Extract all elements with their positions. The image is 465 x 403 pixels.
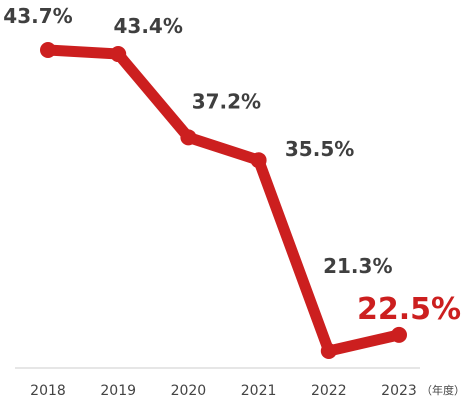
x-tick-label-2022: 2022 — [311, 383, 347, 399]
data-point-2021 — [250, 152, 267, 169]
x-tick-label-2018: 2018 — [30, 383, 66, 399]
x-unit-label: （年度） — [421, 383, 465, 397]
data-label-2022: 21.3% — [323, 254, 392, 278]
data-point-2022 — [320, 343, 337, 359]
x-tick-label-2023: 2023 — [381, 383, 417, 399]
data-point-2020 — [180, 129, 197, 146]
x-tick-label-2020: 2020 — [171, 383, 207, 399]
data-point-2018 — [40, 42, 56, 58]
data-point-2019 — [110, 46, 127, 63]
x-tick-labels: 2018 2019 2020 2021 2022 2023 — [30, 383, 417, 399]
series-line — [42, 44, 405, 357]
data-label-2023: 22.5% — [357, 292, 461, 327]
data-label-2020: 37.2% — [192, 89, 261, 113]
series-line-group — [42, 44, 405, 357]
data-label-2021: 35.5% — [285, 137, 354, 161]
data-point-2023 — [391, 326, 407, 343]
x-tick-label-2019: 2019 — [100, 383, 136, 399]
data-points — [40, 42, 407, 359]
x-tick-label-2021: 2021 — [241, 383, 277, 399]
data-labels: 43.7% 43.4% 37.2% 35.5% 21.3% 22.5% — [3, 4, 461, 327]
data-label-2019: 43.4% — [114, 14, 183, 38]
data-label-2018: 43.7% — [3, 4, 72, 28]
